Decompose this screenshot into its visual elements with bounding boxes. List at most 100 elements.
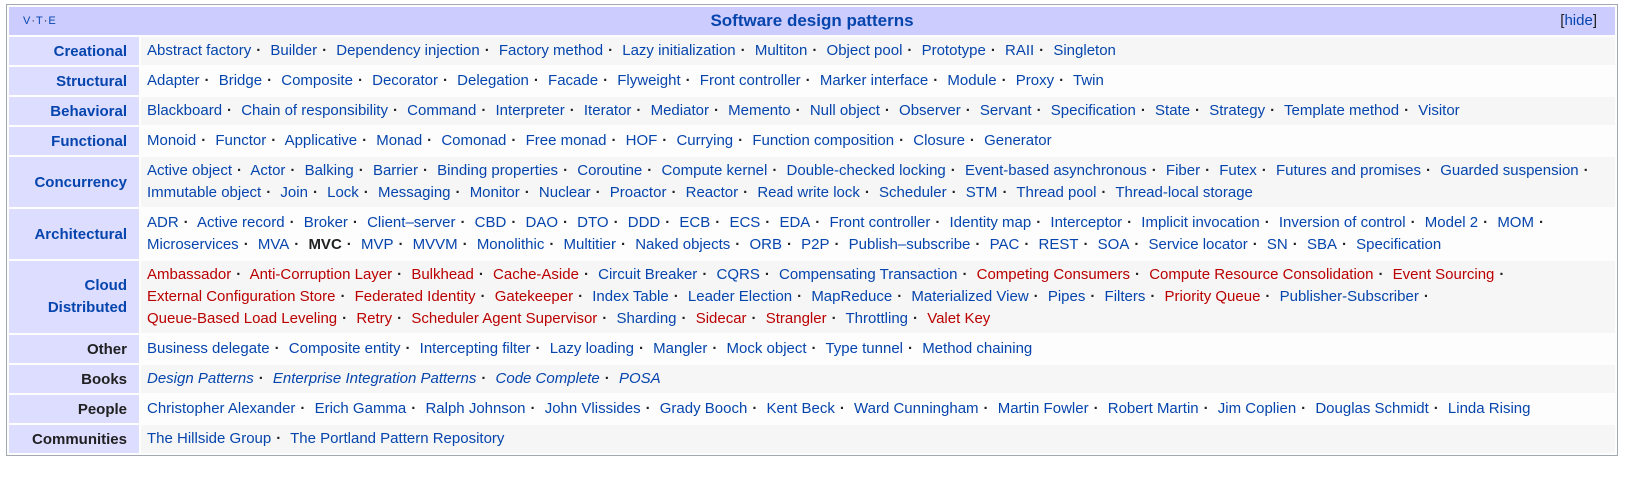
pattern-link[interactable]: Monitor [469, 184, 520, 201]
pattern-link[interactable]: Monad [376, 132, 423, 149]
pattern-link[interactable]: Grady Booch [659, 400, 748, 417]
pattern-link[interactable]: Barrier [372, 162, 418, 179]
pattern-link[interactable]: SOA [1097, 236, 1130, 253]
pattern-link[interactable]: Memento [728, 102, 791, 119]
pattern-link[interactable]: Comonad [441, 132, 507, 149]
pattern-link[interactable]: Adapter [147, 72, 200, 89]
pattern-link[interactable]: Sidecar [695, 310, 747, 327]
pattern-link[interactable]: SBA [1306, 236, 1337, 253]
pattern-link[interactable]: DDD [627, 214, 661, 231]
pattern-link[interactable]: Client–server [367, 214, 456, 231]
pattern-link[interactable]: Scheduler [879, 184, 947, 201]
pattern-link[interactable]: Visitor [1418, 102, 1460, 119]
pattern-link[interactable]: Bridge [218, 72, 263, 89]
pattern-link[interactable]: Futures and promises [1275, 162, 1422, 179]
pattern-link[interactable]: Interceptor [1050, 214, 1123, 231]
pattern-link[interactable]: Type tunnel [825, 340, 904, 357]
pattern-link[interactable]: Binding properties [437, 162, 559, 179]
pattern-link[interactable]: Microservices [147, 236, 239, 253]
pattern-link[interactable]: Proactor [609, 184, 667, 201]
pattern-link[interactable]: ADR [147, 214, 179, 231]
pattern-link[interactable]: Lock [327, 184, 359, 201]
pattern-link[interactable]: Observer [899, 102, 961, 119]
pattern-link[interactable]: Module [947, 72, 997, 89]
pattern-link[interactable]: Currying [676, 132, 734, 149]
pattern-link[interactable]: MOM [1497, 214, 1534, 231]
pattern-link[interactable]: P2P [801, 236, 830, 253]
pattern-link[interactable]: Applicative [284, 132, 358, 149]
pattern-link[interactable]: Front controller [829, 214, 931, 231]
pattern-link[interactable]: Specification [1356, 236, 1442, 253]
pattern-link[interactable]: Kent Beck [766, 400, 835, 417]
pattern-link[interactable]: POSA [618, 370, 661, 387]
pattern-link[interactable]: REST [1038, 236, 1079, 253]
pattern-link[interactable]: Abstract factory [147, 42, 252, 59]
pattern-link[interactable]: Singleton [1053, 42, 1116, 59]
pattern-link[interactable]: Factory method [498, 42, 604, 59]
pattern-link[interactable]: Active record [197, 214, 285, 231]
pattern-link[interactable]: PAC [989, 236, 1020, 253]
pattern-link[interactable]: Nuclear [538, 184, 591, 201]
pattern-link[interactable]: EDA [779, 214, 811, 231]
pattern-link[interactable]: Event-based asynchronous [964, 162, 1147, 179]
pattern-link[interactable]: Double-checked locking [786, 162, 946, 179]
pattern-link[interactable]: Retry [356, 310, 393, 327]
pattern-link[interactable]: Facade [548, 72, 599, 89]
pattern-link[interactable]: State [1155, 102, 1191, 119]
pattern-link[interactable]: Bulkhead [411, 266, 474, 283]
pattern-link[interactable]: Index Table [592, 288, 669, 305]
pattern-link[interactable]: DAO [525, 214, 558, 231]
pattern-link[interactable]: Specification [1050, 102, 1136, 119]
pattern-link[interactable]: Composite [281, 72, 353, 89]
pattern-link[interactable]: Builder [270, 42, 318, 59]
pattern-link[interactable]: Monoid [147, 132, 197, 149]
pattern-link[interactable]: DTO [577, 214, 609, 231]
pattern-link[interactable]: Lazy initialization [622, 42, 736, 59]
pattern-link[interactable]: Compute kernel [661, 162, 768, 179]
pattern-link[interactable]: ECS [729, 214, 761, 231]
pattern-link[interactable]: Model 2 [1424, 214, 1479, 231]
pattern-link[interactable]: Balking [304, 162, 354, 179]
pattern-link[interactable]: Enterprise Integration Patterns [272, 370, 477, 387]
pattern-link[interactable]: Closure [913, 132, 965, 149]
group-label-architectural[interactable]: Architectural [9, 209, 139, 259]
pattern-link[interactable]: MapReduce [811, 288, 893, 305]
pattern-link[interactable]: Fiber [1165, 162, 1201, 179]
group-label-creational[interactable]: Creational [9, 37, 139, 65]
pattern-link[interactable]: Thread pool [1016, 184, 1097, 201]
pattern-link[interactable]: Valet Key [927, 310, 991, 327]
pattern-link[interactable]: Materialized View [911, 288, 1029, 305]
group-label-cloud-distributed[interactable]: Cloud Distributed [9, 261, 139, 333]
pattern-link[interactable]: Reactor [685, 184, 739, 201]
pattern-link[interactable]: Robert Martin [1107, 400, 1199, 417]
pattern-link[interactable]: Ralph Johnson [425, 400, 526, 417]
group-label-structural[interactable]: Structural [9, 67, 139, 95]
pattern-link[interactable]: Business delegate [147, 340, 270, 357]
pattern-link[interactable]: SN [1266, 236, 1288, 253]
pattern-link[interactable]: MVC [308, 236, 342, 253]
pattern-link[interactable]: Messaging [377, 184, 451, 201]
talk-template-link[interactable]: T [36, 15, 44, 27]
pattern-link[interactable]: Priority Queue [1164, 288, 1261, 305]
pattern-link[interactable]: Chain of responsibility [241, 102, 388, 119]
pattern-link[interactable]: Publish–subscribe [848, 236, 971, 253]
pattern-link[interactable]: Generator [984, 132, 1052, 149]
pattern-link[interactable]: Gatekeeper [494, 288, 574, 305]
pattern-link[interactable]: Douglas Schmidt [1315, 400, 1429, 417]
pattern-link[interactable]: Mediator [650, 102, 709, 119]
pattern-link[interactable]: Broker [303, 214, 348, 231]
pattern-link[interactable]: Guarded suspension [1440, 162, 1579, 179]
pattern-link[interactable]: Functor [215, 132, 267, 149]
pattern-link[interactable]: Prototype [921, 42, 986, 59]
pattern-link[interactable]: Interpreter [495, 102, 565, 119]
pattern-link[interactable]: Compensating Transaction [779, 266, 958, 283]
pattern-link[interactable]: Implicit invocation [1141, 214, 1260, 231]
pattern-link[interactable]: Blackboard [147, 102, 223, 119]
pattern-link[interactable]: Futex [1219, 162, 1257, 179]
pattern-link[interactable]: Intercepting filter [419, 340, 531, 357]
pattern-link[interactable]: Leader Election [687, 288, 793, 305]
pattern-link[interactable]: Strangler [765, 310, 827, 327]
pattern-link[interactable]: Strategy [1209, 102, 1266, 119]
hide-button[interactable]: hide [1564, 12, 1593, 29]
group-label-behavioral[interactable]: Behavioral [9, 97, 139, 125]
